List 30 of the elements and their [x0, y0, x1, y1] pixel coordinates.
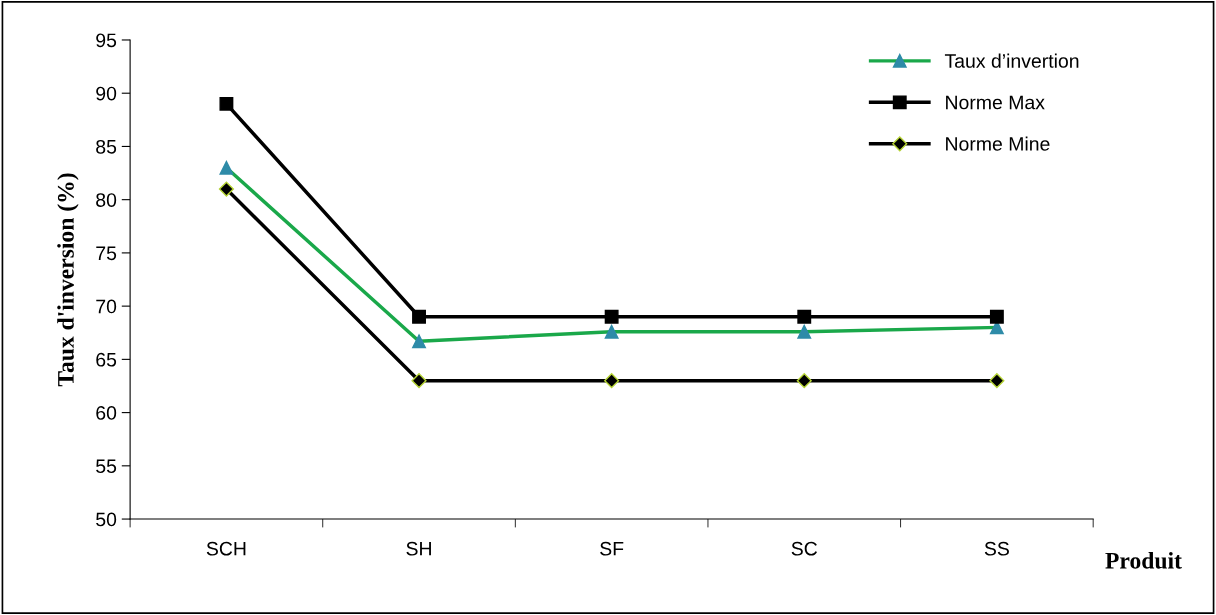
point: [411, 373, 427, 389]
x-tick-label: SCH: [206, 541, 246, 556]
y-tick-label: 95: [96, 33, 117, 48]
point: [219, 96, 234, 111]
y-tick-label: 75: [96, 246, 117, 261]
legend-label: Norme Mine: [946, 136, 1050, 151]
point: [796, 373, 812, 389]
point: [797, 309, 812, 324]
y-tick-label: 55: [96, 459, 117, 474]
point: [989, 309, 1004, 324]
point: [989, 373, 1005, 389]
y-tick-label: 65: [96, 352, 117, 367]
point: [412, 309, 426, 324]
x-tick-label: SH: [406, 541, 431, 556]
x-tick-label: SC: [791, 541, 818, 556]
y-axis-title: Taux d'inversion (%): [57, 173, 79, 387]
point: [604, 373, 620, 389]
legend-label: Norme Max: [946, 95, 1045, 110]
y-tick-label: 50: [96, 512, 117, 527]
legend-label: Taux d’invertion: [944, 53, 1079, 68]
x-tick-label: SS: [984, 541, 1009, 556]
point: [604, 309, 619, 324]
x-axis-title: Produit: [1105, 552, 1182, 569]
y-tick-label: 60: [96, 406, 117, 420]
point: [218, 181, 234, 197]
x-tick-label: SF: [600, 541, 624, 556]
y-tick-label: 90: [96, 86, 117, 101]
y-tick-label: 85: [96, 139, 117, 154]
y-tick-label: 80: [96, 193, 117, 207]
y-tick-label: 70: [96, 299, 117, 314]
